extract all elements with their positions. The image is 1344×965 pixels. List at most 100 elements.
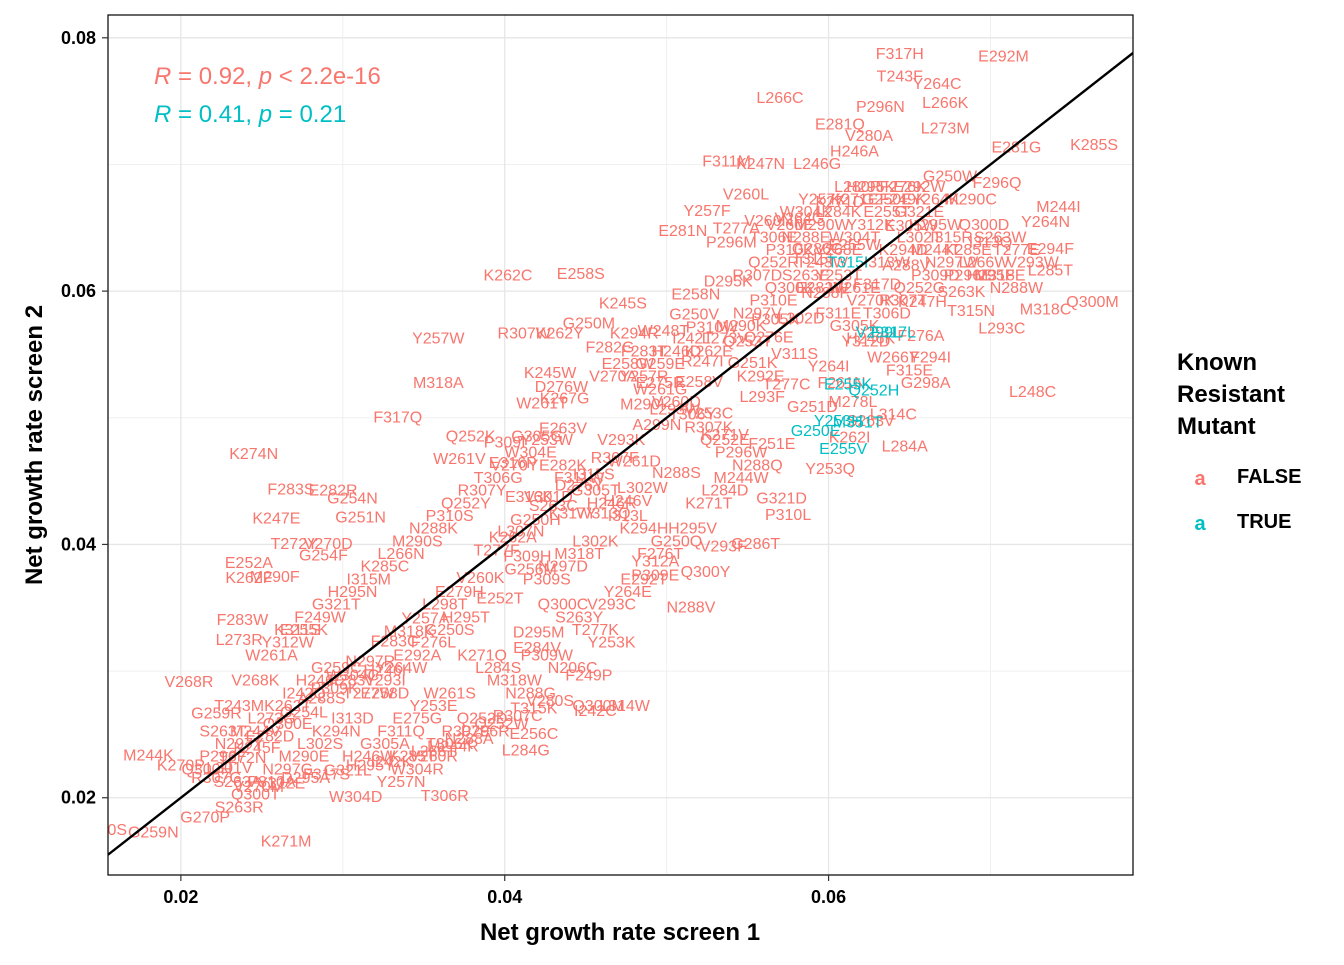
point-label-false: E281G [991, 140, 1041, 157]
regression-line-group [108, 52, 1133, 856]
point-label-false: F261N [817, 375, 865, 392]
point-label-false: E252A [225, 555, 273, 572]
point-label-false: G286C [792, 241, 843, 258]
point-label-false: I313Q [969, 235, 1013, 252]
point-label-false: L273G [247, 711, 295, 728]
point-label-false: E294F [1027, 241, 1074, 258]
point-label-false: W261V [433, 451, 486, 468]
point-label-false: R307E [441, 723, 490, 740]
point-label-false: L293F [740, 389, 786, 406]
point-label-false: L273V [702, 331, 749, 348]
point-label-false: P310L [765, 507, 811, 524]
x-tick-label: 0.04 [487, 887, 522, 907]
point-label-false: Y312E [257, 775, 305, 792]
point-label-false: L293C [978, 321, 1025, 338]
point-label-false: H295Y [346, 758, 395, 775]
point-label-false: T277E [993, 242, 1040, 259]
point-label-false: E282K [539, 457, 587, 474]
point-label-false: H246E [296, 673, 345, 690]
point-label-false: Q300M [572, 698, 624, 715]
point-label-false: P309W [521, 647, 574, 664]
point-label-false: G305T [571, 483, 620, 500]
point-label-false: K294D [879, 242, 928, 259]
point-label-false: G254N [327, 490, 378, 507]
point-label-false: T306R [421, 788, 469, 805]
point-label-false: Y264W [375, 660, 428, 677]
point-label-false: A288S [298, 690, 346, 707]
y-tick-label: 0.04 [61, 534, 96, 554]
point-label-false: G250M [563, 316, 615, 333]
point-label-false: E281N [658, 223, 707, 240]
point-label-false: P310W [686, 319, 739, 336]
point-label-false: Q252D [457, 711, 508, 728]
point-label-false: L284A [882, 438, 929, 455]
point-label-false: W304D [329, 789, 382, 806]
point-label-false: K285T [389, 749, 436, 766]
point-label-false: V268E [814, 242, 862, 259]
y-tick-label: 0.02 [61, 788, 96, 808]
point-label-false: G250W [923, 169, 978, 186]
point-label-false: Y253K [588, 635, 636, 652]
point-label-false: N288G [505, 685, 556, 702]
point-label-true: F317L [871, 324, 916, 341]
point-label-false: T277C [762, 376, 810, 393]
point-label-false: K317Y [549, 506, 597, 523]
point-label-false: S263Y [555, 609, 603, 626]
point-label-false: N288Q [732, 457, 783, 474]
point-label-false: E292W [893, 179, 946, 196]
point-label-false: K262Y [536, 326, 584, 343]
point-label-false: R307K [684, 419, 733, 436]
point-label-false: N206C [548, 660, 598, 677]
point-label-false: G250V [669, 307, 719, 324]
legend-title-line-3: Mutant [1177, 413, 1256, 440]
point-label-false: V270M [233, 779, 284, 796]
point-label-false: I313D [331, 711, 374, 728]
point-label-false: T277K [572, 622, 619, 639]
point-label-false: Q300Y [681, 564, 731, 581]
point-label-false: M290S [392, 533, 443, 550]
point-label-false: M318E [975, 267, 1026, 284]
point-label-false: H246K [846, 331, 895, 348]
point-label-false: K245F [233, 740, 280, 757]
point-label-false: G259R [191, 706, 242, 723]
point-label-false: Y253E [409, 698, 457, 715]
point-label-false: Q300C [538, 597, 589, 614]
point-label-false: I313L [608, 508, 648, 525]
point-label-false: G251D [787, 399, 838, 416]
stat-annotation-true: R = 0.41, p = 0.21 [154, 101, 346, 128]
x-tick-label: 0.06 [811, 887, 846, 907]
legend-label-false: FALSE [1237, 466, 1301, 488]
point-label-false: G270P [180, 810, 230, 827]
point-label-false: N297Y [215, 736, 264, 753]
point-label-false: N297G [262, 761, 313, 778]
y-tick-label: 0.08 [61, 28, 96, 48]
point-label-false: G259E [635, 356, 685, 373]
point-label-false: F311E [815, 305, 861, 322]
point-label-false: E284V [513, 640, 561, 657]
point-label-false: Y257R [620, 369, 669, 386]
point-label-false: Q252E [700, 432, 750, 449]
point-label-false: F249P [565, 668, 612, 685]
point-label-false: V260E [766, 217, 814, 234]
point-label-false: L266C [756, 90, 803, 107]
point-label-false: L266K [922, 95, 969, 112]
legend: Known Resistant Mutant a FALSE a TRUE [1177, 349, 1301, 535]
x-tick-label: 0.02 [163, 887, 198, 907]
point-label-false: E258N [671, 286, 720, 303]
point-label-false: M244V [230, 723, 281, 740]
point-label-false: K262T [264, 698, 311, 715]
point-label-false: F276K [880, 179, 927, 196]
point-label-false: L280R [834, 179, 881, 196]
point-label-false: R307W [498, 326, 552, 343]
point-label-false: K271V [701, 427, 749, 444]
point-label-false: G251N [335, 509, 386, 526]
point-label-false: Q252Y [441, 495, 491, 512]
point-label-false: V293W [1006, 255, 1059, 272]
point-label-false: F251E [748, 436, 795, 453]
point-label-false: T243F [877, 69, 923, 86]
point-label-false: Y257W [412, 331, 465, 348]
point-label-false: Q300D [959, 217, 1010, 234]
point-label-false: V270A [589, 369, 637, 386]
point-label-false: P309K [311, 680, 359, 697]
point-label-false: K262I [829, 430, 871, 447]
